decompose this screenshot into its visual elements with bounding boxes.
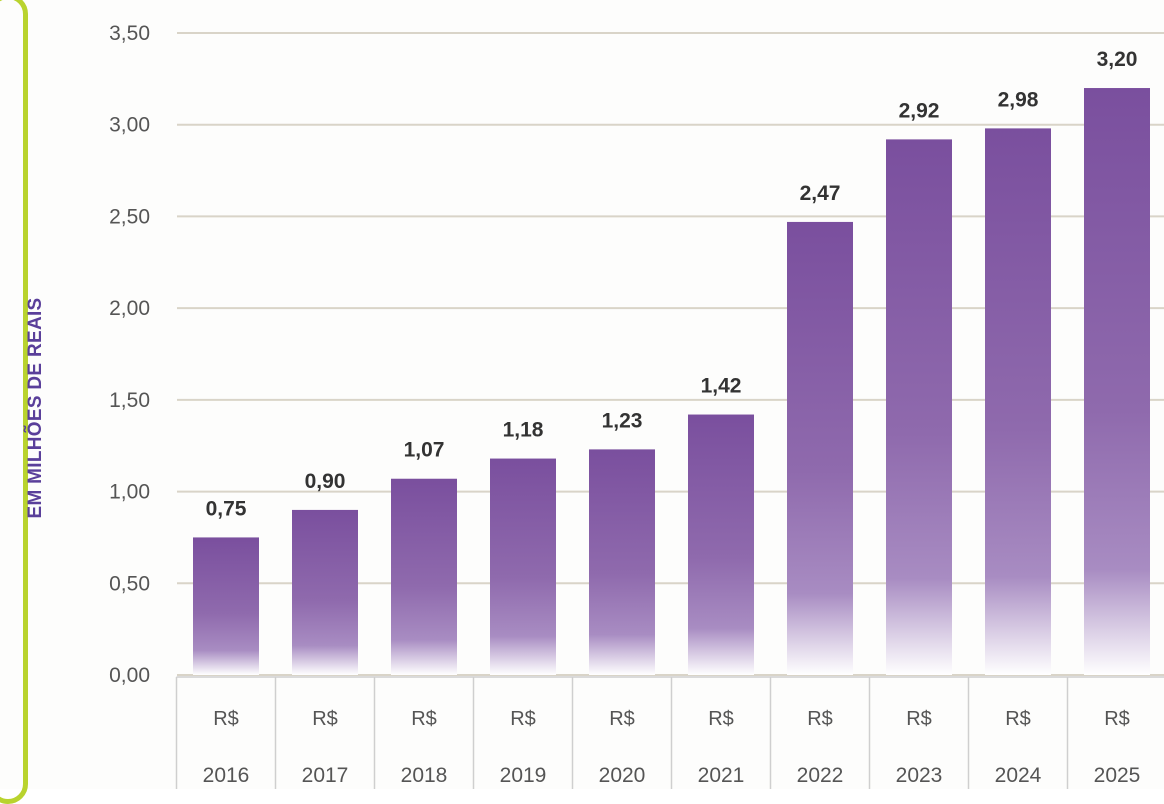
x-tick-currency: R$ [213,708,239,730]
y-tick-label: 0,50 [109,572,150,595]
x-tick-currency: R$ [1104,708,1130,730]
bar [490,458,556,675]
x-tick-year: 2018 [401,764,448,787]
x-tick-year: 2023 [896,764,943,787]
data-label: 1,23 [602,409,643,432]
x-tick-currency: R$ [906,708,932,730]
data-label: 1,42 [701,375,742,398]
y-tick-label: 0,00 [109,664,150,687]
y-tick-label: 3,50 [109,22,150,45]
bar [589,449,655,675]
y-tick-label: 1,50 [109,389,150,412]
y-tick-label: 3,00 [109,114,150,137]
bar [193,537,259,675]
bar [1084,88,1150,676]
x-tick-year: 2025 [1094,764,1141,787]
data-label: 2,92 [899,99,940,122]
y-tick-label: 1,00 [109,481,150,504]
x-tick-year: 2016 [203,764,250,787]
x-tick-year: 2021 [698,764,745,787]
y-tick-label: 2,00 [109,297,150,320]
x-tick-currency: R$ [510,708,536,730]
data-label: 0,90 [305,470,346,493]
bar [787,221,853,675]
data-label: 1,07 [404,439,445,462]
data-label: 2,98 [998,88,1039,111]
x-tick-currency: R$ [1005,708,1031,730]
bar [292,509,358,675]
bar [886,139,952,676]
x-tick-currency: R$ [708,708,734,730]
x-tick-currency: R$ [609,708,635,730]
bar [985,128,1051,675]
bar [391,478,457,675]
x-tick-currency: R$ [312,708,338,730]
y-tick-label: 2,50 [109,205,150,228]
x-tick-currency: R$ [807,708,833,730]
data-label: 0,75 [206,497,247,520]
x-tick-year: 2017 [302,764,349,787]
data-label: 3,20 [1097,48,1138,71]
x-tick-year: 2019 [500,764,547,787]
x-tick-year: 2024 [995,764,1042,787]
x-tick-year: 2022 [797,764,844,787]
data-label: 2,47 [800,182,841,205]
data-label: 1,18 [503,419,544,442]
x-tick-currency: R$ [411,708,437,730]
bar [688,414,754,675]
y-axis-title: EM MILHÕES DE REAIS [25,297,46,519]
x-tick-year: 2020 [599,764,646,787]
